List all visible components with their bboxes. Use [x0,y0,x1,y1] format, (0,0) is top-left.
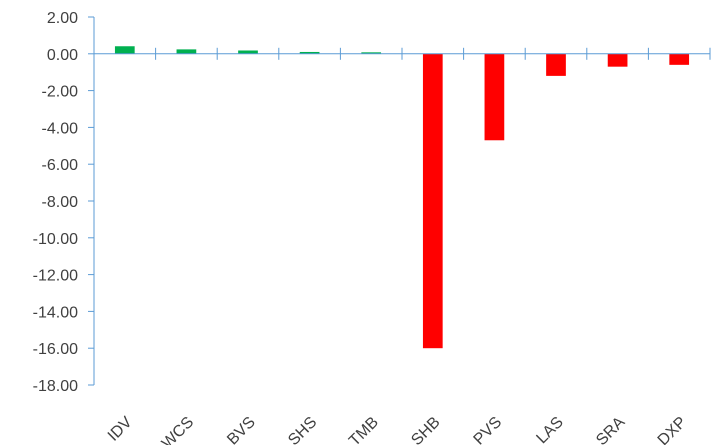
y-tick-label: -6.00 [42,157,79,174]
y-tick-label: 2.00 [47,10,78,27]
bar-pvs [484,53,505,141]
y-tick-label: -12.00 [33,268,78,285]
x-category-label: SHB [408,414,443,445]
y-tick-label: -14.00 [33,304,78,321]
y-tick-label: -8.00 [42,194,79,211]
y-tick-label: 0.00 [47,47,78,64]
x-category-label: IDV [105,414,136,445]
x-axis: IDV WCS BVS SHS TMB SHB PVS LAS SRA DXP [93,47,711,445]
bar-idv [114,46,135,54]
y-tick-label: -18.00 [33,378,78,395]
x-category-label: PVS [471,414,506,445]
bar-las [546,53,566,76]
bar-shs [299,51,320,54]
x-category-label: SHS [285,414,320,445]
y-tick-label: -2.00 [42,84,79,101]
y-axis: 2.00 0.00 -2.00 -4.00 -6.00 -8.00 -10.00 -12.00… [33,10,95,395]
bar-tmb [361,52,382,54]
x-category-label: WCS [159,414,197,445]
bar-shb [422,53,443,349]
x-category-label: TMB [346,414,382,445]
x-category-label: SRA [593,414,629,445]
y-tick-label: -16.00 [33,341,78,358]
bar-dxp [669,53,690,65]
y-tick-label: -10.00 [33,231,78,248]
bar-sra [607,53,628,67]
x-category-label: BVS [224,414,259,445]
bar-bvs [238,50,258,54]
x-category-label: DXP [655,414,690,445]
x-category-label: LAS [533,414,566,445]
bar-wcs [176,49,197,54]
y-tick-label: -4.00 [42,120,79,137]
bars [114,46,690,349]
